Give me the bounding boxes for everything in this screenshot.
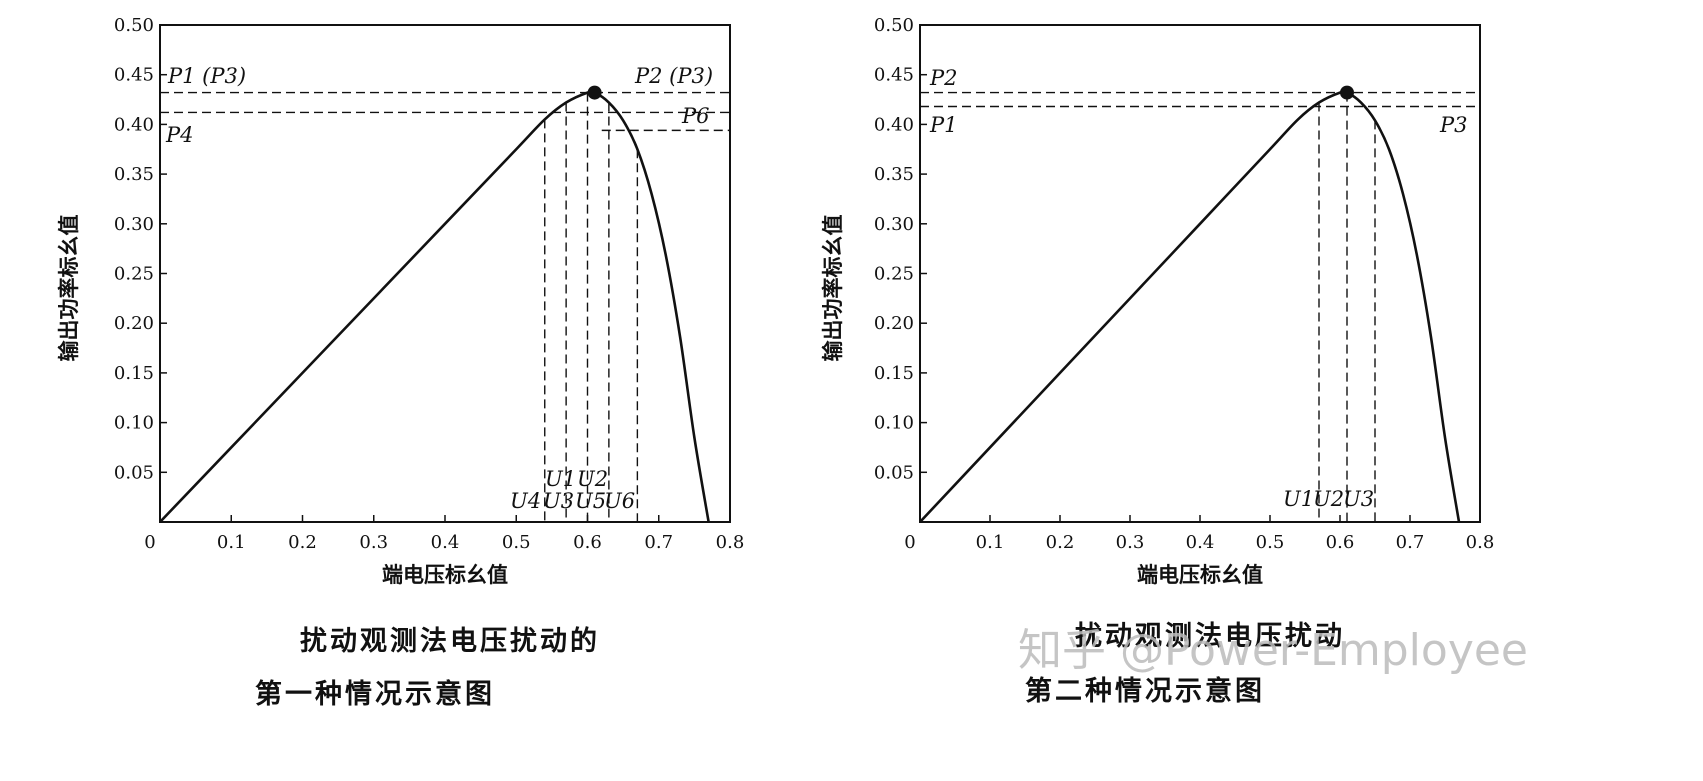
ann-p1-p3: P1 (P3) bbox=[167, 64, 246, 88]
y-tick-label: 0.30 bbox=[874, 214, 914, 235]
y-tick-label: 0.45 bbox=[874, 65, 914, 86]
ann-u6: U6 bbox=[604, 489, 635, 513]
power-curve bbox=[919, 90, 1461, 523]
x-tick-label: 0.8 bbox=[1466, 532, 1495, 553]
x-tick-label: 0.1 bbox=[976, 532, 1005, 553]
ann-u1: U1 bbox=[1283, 487, 1314, 511]
x-tick-label: 0.8 bbox=[716, 532, 745, 553]
ann-u1: U1 bbox=[545, 467, 576, 491]
y-tick-label: 0.05 bbox=[874, 462, 914, 483]
max-power-point bbox=[587, 85, 602, 100]
caption-line-2: 第二种情况示意图 bbox=[1025, 675, 1265, 707]
plot-frame bbox=[159, 24, 731, 523]
y-tick-label: 0.35 bbox=[114, 164, 154, 185]
x-tick-label: 0.2 bbox=[1046, 532, 1075, 553]
x-tick-label: 0.1 bbox=[217, 532, 246, 553]
reference-lines bbox=[160, 91, 730, 522]
x-tick-label: 0.4 bbox=[431, 532, 460, 553]
x-tick-label: 0.3 bbox=[359, 532, 388, 553]
x-tick-label: 0.7 bbox=[644, 532, 673, 553]
ann-p6: P6 bbox=[681, 104, 710, 128]
x-axis-label: 端电压标幺值 bbox=[1137, 563, 1263, 587]
max-power-point bbox=[1340, 85, 1354, 100]
ann-p2: P2 bbox=[929, 66, 958, 90]
x-tick-label: 0.3 bbox=[1116, 532, 1145, 553]
y-tick-label: 0.50 bbox=[114, 15, 154, 36]
ann-p4: P4 bbox=[165, 123, 194, 147]
ann-p3: P3 bbox=[1439, 113, 1468, 137]
y-tick-label: 0.15 bbox=[874, 363, 914, 384]
y-tick-label: 0.45 bbox=[114, 65, 154, 86]
x-tick-label: 0.6 bbox=[1326, 532, 1355, 553]
y-tick-label: 0.10 bbox=[874, 413, 914, 434]
y-axis-label: 输出功率标幺值 bbox=[57, 215, 81, 362]
x-tick-label: 0.4 bbox=[1186, 532, 1215, 553]
y-tick-label: 0.20 bbox=[114, 313, 154, 334]
y-tick-label: 0.25 bbox=[874, 264, 914, 285]
caption-line-1: 扰动观测法电压扰动 bbox=[1075, 621, 1345, 652]
y-tick-label: 0.05 bbox=[114, 462, 154, 483]
x-axis-label: 端电压标幺值 bbox=[382, 563, 508, 587]
x-tick-label: 0.2 bbox=[288, 532, 317, 553]
plot-frame bbox=[919, 24, 1481, 523]
x-tick-label: 0.5 bbox=[1256, 532, 1285, 553]
y-tick-label: 0.50 bbox=[874, 15, 914, 36]
x-tick-label: 0.5 bbox=[502, 532, 531, 553]
chart-left: 0.050.100.150.200.250.300.350.400.450.50… bbox=[57, 15, 744, 710]
caption-line-1: 扰动观测法电压扰动的 bbox=[300, 625, 600, 657]
power-curve bbox=[159, 90, 710, 523]
ann-u3: U3 bbox=[1343, 487, 1374, 511]
caption-line-2: 第一种情况示意图 bbox=[255, 678, 495, 710]
x-tick-label: 0.7 bbox=[1396, 532, 1425, 553]
ann-p2-p3: P2 (P3) bbox=[634, 64, 713, 88]
y-tick-label: 0.25 bbox=[114, 264, 154, 285]
y-tick-label: 0.20 bbox=[874, 313, 914, 334]
y-ticks: 0.05 0.10 0.15 0.20 0.25 0.30 0.35 0.40 0.45 0.50 bbox=[874, 15, 927, 483]
y-tick-label: 0.35 bbox=[874, 164, 914, 185]
ann-u2: U2 bbox=[1313, 487, 1344, 511]
y-tick-label: 0.10 bbox=[114, 413, 154, 434]
x-tick-label: 0.6 bbox=[573, 532, 602, 553]
x-ticks: 0 0.1 0.2 0.3 0.4 0.5 0.6 0.7 0.8 bbox=[904, 515, 1494, 553]
ann-u4: U4 bbox=[510, 489, 541, 513]
ann-u5: U5 bbox=[575, 489, 606, 513]
ann-u3: U3 bbox=[543, 489, 574, 513]
x-tick-label: 0 bbox=[904, 532, 915, 553]
watermark: 知乎 @Power-Employee bbox=[1018, 625, 1528, 676]
y-tick-label: 0.30 bbox=[114, 214, 154, 235]
x-tick-label: 0 bbox=[144, 532, 155, 553]
ann-p1: P1 bbox=[929, 113, 958, 137]
y-ticks: 0.05 0.10 0.15 0.20 0.25 0.30 0.35 0.40 0.45 0.50 bbox=[114, 15, 167, 483]
reference-lines bbox=[920, 91, 1480, 522]
ann-u2: U2 bbox=[577, 467, 608, 491]
chart-right: 0.050.100.150.200.250.300.350.400.450.50… bbox=[821, 15, 1494, 707]
y-axis-label: 输出功率标幺值 bbox=[821, 215, 845, 362]
x-ticks: 0 0.1 0.2 0.3 0.4 0.5 0.6 0.7 0.8 bbox=[144, 515, 744, 553]
y-tick-label: 0.40 bbox=[114, 114, 154, 135]
y-tick-label: 0.40 bbox=[874, 114, 914, 135]
y-tick-label: 0.15 bbox=[114, 363, 154, 384]
